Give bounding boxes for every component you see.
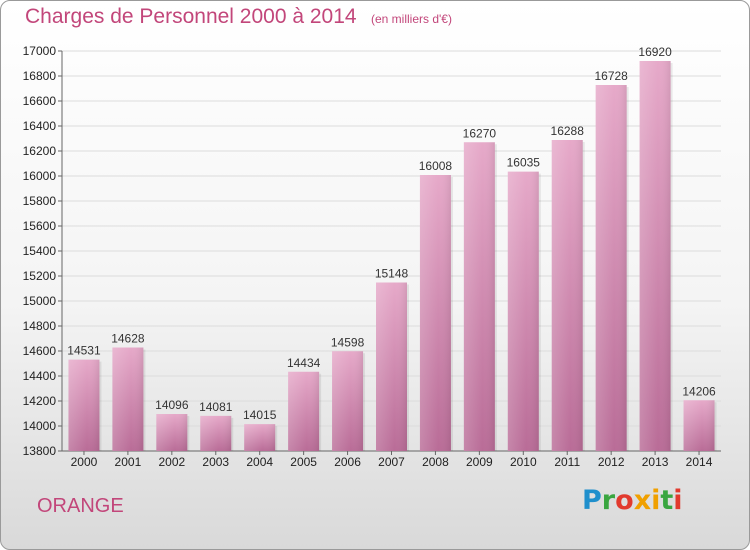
logo-letter: x bbox=[633, 485, 652, 516]
bar-value-label: 14434 bbox=[287, 356, 321, 370]
bar-highlight bbox=[595, 85, 627, 451]
bar-highlight bbox=[200, 415, 232, 451]
y-tick-label: 15400 bbox=[23, 244, 57, 258]
y-tick-label: 15600 bbox=[23, 219, 57, 233]
x-tick-label: 2014 bbox=[686, 455, 713, 469]
x-tick-label: 2001 bbox=[115, 455, 142, 469]
y-tick-label: 14400 bbox=[23, 369, 57, 383]
logo-letter: P bbox=[582, 485, 602, 516]
logo-letter: r bbox=[601, 485, 616, 516]
x-tick-label: 2000 bbox=[71, 455, 98, 469]
bar-value-label: 16008 bbox=[419, 159, 453, 173]
y-tick-label: 17000 bbox=[23, 44, 57, 58]
bar-highlight bbox=[332, 351, 364, 451]
bar-value-label: 14598 bbox=[331, 335, 365, 349]
logo-letter: t bbox=[660, 485, 674, 516]
y-tick-label: 16400 bbox=[23, 119, 57, 133]
bar-highlight bbox=[419, 175, 451, 451]
bar-value-label: 14206 bbox=[682, 384, 716, 398]
bar-value-label: 14081 bbox=[199, 400, 233, 414]
bar-highlight bbox=[112, 347, 144, 451]
y-tick-label: 14800 bbox=[23, 319, 57, 333]
x-tick-label: 2007 bbox=[378, 455, 405, 469]
chart-subtitle: (en milliers d'€) bbox=[371, 12, 452, 26]
bar-highlight bbox=[639, 61, 671, 451]
y-tick-label: 16600 bbox=[23, 94, 57, 108]
y-tick-label: 14200 bbox=[23, 394, 57, 408]
bar-highlight bbox=[288, 371, 320, 451]
y-tick-label: 16000 bbox=[23, 169, 57, 183]
bar-highlight bbox=[244, 424, 276, 451]
bar-highlight bbox=[156, 414, 188, 451]
y-tick-label: 16800 bbox=[23, 69, 57, 83]
x-tick-label: 2008 bbox=[422, 455, 449, 469]
x-tick-label: 2012 bbox=[598, 455, 625, 469]
bar-highlight bbox=[507, 171, 539, 451]
logo-letter: i bbox=[673, 485, 683, 516]
y-tick-label: 15800 bbox=[23, 194, 57, 208]
bar-value-label: 14015 bbox=[243, 408, 277, 422]
y-tick-label: 14600 bbox=[23, 344, 57, 358]
x-tick-label: 2010 bbox=[510, 455, 537, 469]
x-tick-label: 2002 bbox=[158, 455, 185, 469]
bar-highlight bbox=[68, 359, 100, 451]
logo-letter: o bbox=[615, 485, 634, 516]
bar-highlight bbox=[683, 400, 715, 451]
x-tick-labels: 2000 2001 2002 2003 2004 2005 2006 2007 2008 2009… bbox=[71, 455, 713, 469]
logo-letter: i bbox=[651, 485, 661, 516]
bar-highlight bbox=[463, 142, 495, 451]
bar-highlight bbox=[376, 282, 407, 451]
bar-value-label: 16728 bbox=[594, 69, 628, 83]
x-tick-label: 2011 bbox=[554, 455, 580, 469]
bar-value-label: 16035 bbox=[507, 156, 541, 170]
bars bbox=[68, 61, 717, 451]
bar-value-label: 16270 bbox=[463, 126, 497, 140]
value-labels: 14531 14628 14096 14081 14015 14434 14598 15148… bbox=[67, 45, 716, 422]
bar-value-label: 14531 bbox=[67, 344, 101, 358]
y-tick-labels: 13800 14000 14200 14400 14600 14800 15000 15200… bbox=[23, 44, 57, 458]
x-tick-label: 2004 bbox=[246, 455, 273, 469]
bar-value-label: 16288 bbox=[551, 124, 585, 138]
bar-value-label: 16920 bbox=[638, 45, 672, 59]
y-tick-label: 13800 bbox=[23, 444, 57, 458]
entity-name: ORANGE bbox=[37, 495, 124, 517]
y-tick-label: 15000 bbox=[23, 294, 57, 308]
y-tick-label: 16200 bbox=[23, 144, 57, 158]
x-tick-label: 2006 bbox=[334, 455, 361, 469]
x-tick-label: 2013 bbox=[642, 455, 669, 469]
proxiti-logo: Proxiti bbox=[582, 485, 683, 516]
bar-value-label: 14628 bbox=[111, 332, 145, 346]
x-tick-label: 2009 bbox=[466, 455, 493, 469]
y-tick-label: 14000 bbox=[23, 419, 57, 433]
x-tick-label: 2005 bbox=[290, 455, 317, 469]
bar-highlight bbox=[551, 140, 583, 451]
bar-value-label: 15148 bbox=[375, 267, 409, 281]
y-tick-label: 15200 bbox=[23, 269, 57, 283]
chart-title: Charges de Personnel 2000 à 2014 bbox=[25, 5, 357, 28]
bar-value-label: 14096 bbox=[155, 398, 189, 412]
x-tick-label: 2003 bbox=[202, 455, 229, 469]
